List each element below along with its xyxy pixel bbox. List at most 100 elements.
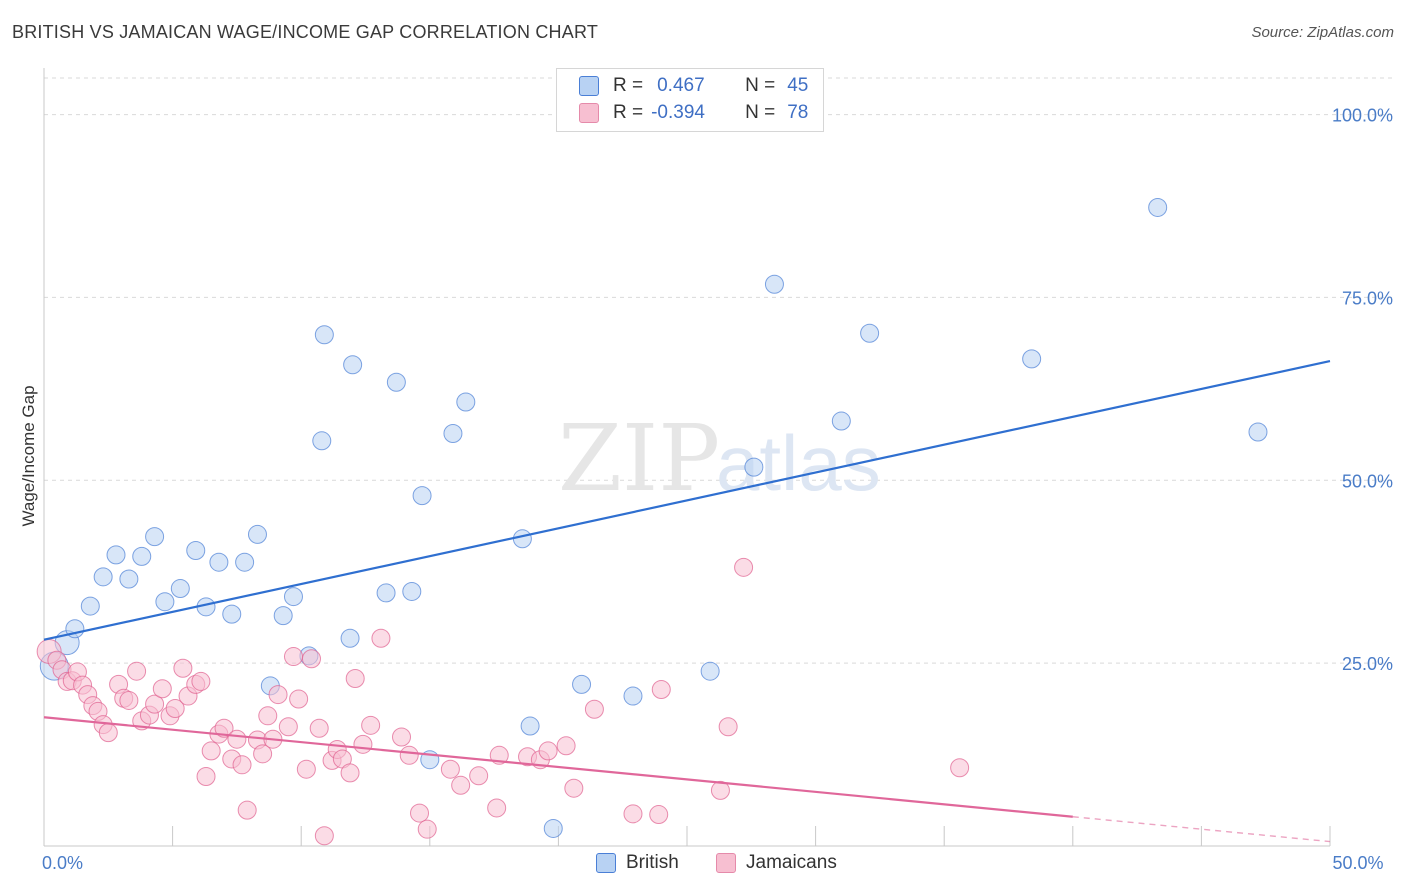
jamaicans-point-61	[487, 798, 507, 818]
x-tick-label-0: 0.0%	[42, 853, 83, 873]
jamaicans-point-29	[214, 718, 234, 738]
jamaicans-point-40	[283, 647, 303, 667]
jamaicans-point-21	[165, 698, 185, 718]
jamaicans-point-66	[556, 736, 576, 756]
british-point-25	[376, 583, 396, 603]
jamaicans-point-50	[345, 669, 365, 689]
british-point-16	[247, 524, 267, 544]
british-point-30	[443, 423, 463, 443]
british-point-32	[512, 529, 532, 549]
british-trend-line	[43, 359, 1331, 641]
british-point-26	[386, 372, 406, 392]
jamaicans-point-75	[950, 758, 970, 778]
british-point-44	[1248, 422, 1268, 442]
british-point-34	[543, 818, 563, 838]
british-point-7	[132, 546, 152, 566]
chart-title: BRITISH VS JAMAICAN WAGE/INCOME GAP CORR…	[12, 22, 599, 42]
legend-jamaicans-label: Jamaicans	[746, 852, 837, 873]
british-swatch	[579, 76, 599, 96]
jamaicans-point-72	[710, 780, 730, 800]
jamaicans-point-49	[340, 763, 360, 783]
british-point-37	[700, 661, 720, 681]
jamaicans-r-value: -0.394	[651, 102, 705, 123]
grid-lines	[44, 77, 1394, 664]
jamaicans-point-39	[278, 717, 298, 737]
jamaicans-trend-line	[43, 716, 1073, 818]
british-n-value: 45	[787, 75, 809, 96]
british-point-33	[520, 716, 540, 736]
jamaicans-point-74	[734, 557, 754, 577]
british-r-value: 0.467	[657, 75, 705, 96]
british-point-19	[283, 587, 303, 607]
british-point-4	[93, 567, 113, 587]
y-tick-label-3: 100.0%	[1332, 106, 1393, 126]
british-point-24	[343, 355, 363, 375]
jamaicans-n-value: 78	[787, 102, 809, 123]
british-point-36	[623, 686, 643, 706]
jamaicans-point-42	[296, 759, 316, 779]
british-point-3	[80, 596, 100, 616]
british-point-14	[222, 604, 242, 624]
british-point-22	[314, 325, 334, 345]
watermark: ZIP atlas	[558, 405, 881, 512]
legend-row-jamaicans: R = -0.394 N = 78	[579, 101, 808, 125]
jamaicans-point-44	[309, 718, 329, 738]
correlation-legend: R = 0.467 N = 45 R = -0.394 N = 78	[556, 68, 824, 132]
jamaicans-point-53	[371, 628, 391, 648]
british-point-8	[145, 527, 165, 547]
british-point-15	[235, 552, 255, 572]
jamaicans-point-54	[392, 727, 412, 747]
y-tick-label-2: 75.0%	[1342, 288, 1393, 308]
legend-item-british: British	[596, 852, 679, 874]
british-point-31	[456, 392, 476, 412]
jamaicans-point-41	[289, 689, 309, 709]
british-point-6	[119, 569, 139, 589]
watermark-zip: ZIP	[558, 405, 720, 512]
jamaicans-point-67	[564, 778, 584, 798]
jamaicans-point-36	[258, 706, 278, 726]
british-point-23	[340, 628, 360, 648]
british-point-39	[764, 274, 784, 294]
british-point-38	[744, 457, 764, 477]
jamaicans-point-25	[191, 671, 211, 691]
british-point-43	[1148, 197, 1168, 217]
legend-jamaicans-swatch	[716, 853, 736, 873]
y-tick-label-0: 25.0%	[1342, 654, 1393, 674]
trend-lines	[43, 359, 1331, 843]
data-points	[36, 197, 1268, 846]
jamaicans-point-52	[361, 715, 381, 735]
jamaicans-n-label: N =	[745, 102, 776, 123]
y-axis-title: Wage/Income Gap	[19, 385, 38, 526]
jamaicans-point-43	[301, 649, 321, 669]
jamaicans-point-26	[196, 767, 216, 787]
jamaicans-point-45	[314, 826, 334, 846]
british-point-40	[831, 411, 851, 431]
legend-british-label: British	[626, 852, 679, 873]
watermark-atlas: atlas	[716, 419, 881, 507]
british-n-label: N =	[745, 75, 776, 96]
british-point-13	[209, 552, 229, 572]
jamaicans-point-18	[145, 694, 165, 714]
jamaicans-point-15	[127, 661, 147, 681]
legend-british-swatch	[596, 853, 616, 873]
jamaicans-point-27	[201, 741, 221, 761]
jamaicans-point-60	[469, 766, 489, 786]
british-point-18	[273, 606, 293, 626]
jamaicans-swatch	[579, 103, 599, 123]
jamaicans-point-19	[152, 679, 172, 699]
british-point-27	[402, 581, 422, 601]
tick-labels: 25.0% 50.0% 75.0% 100.0% 0.0% 50.0%	[42, 106, 1393, 873]
british-point-42	[1022, 349, 1042, 369]
jamaicans-point-59	[451, 775, 471, 795]
jamaicans-point-56	[410, 803, 430, 823]
jamaicans-point-65	[538, 741, 558, 761]
series-legend: British Jamaicans	[0, 852, 1406, 878]
y-tick-label-1: 50.0%	[1342, 471, 1393, 491]
jamaicans-point-31	[227, 729, 247, 749]
british-point-21	[312, 431, 332, 451]
jamaicans-point-32	[232, 755, 252, 775]
jamaicans-point-69	[623, 804, 643, 824]
jamaicans-point-68	[584, 699, 604, 719]
jamaicans-point-58	[440, 759, 460, 779]
x-tick-label-1: 50.0%	[1332, 853, 1383, 873]
